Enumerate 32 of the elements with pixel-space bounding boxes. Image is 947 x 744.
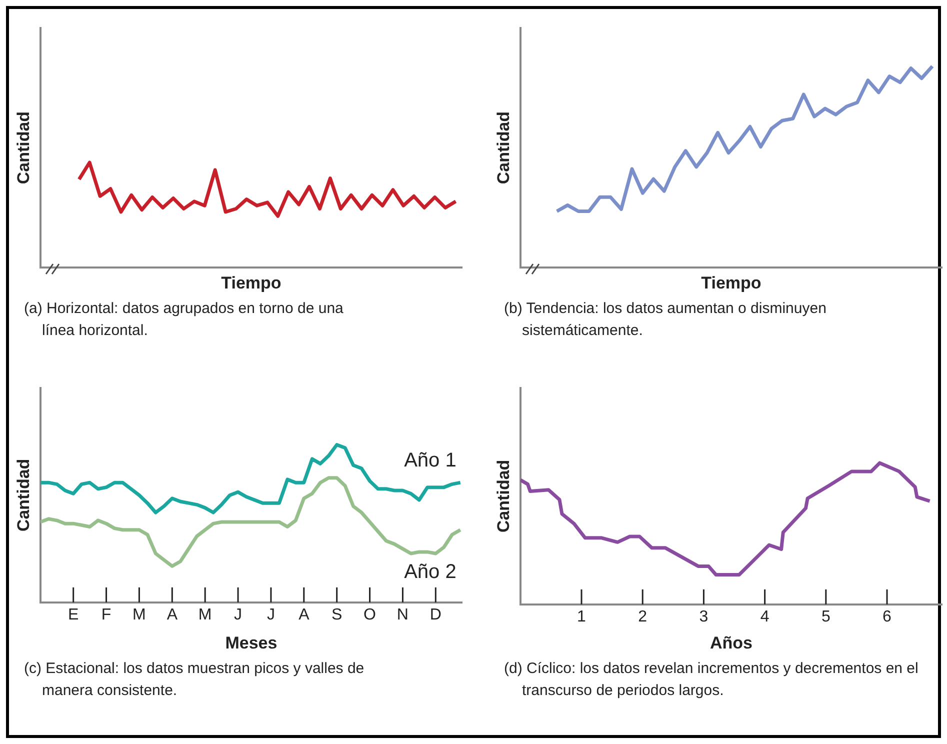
- x-tick-label: 4: [760, 608, 770, 626]
- x-tick-label: 6: [882, 608, 892, 626]
- series-label: Año 1: [404, 450, 456, 472]
- x-tick-label: M: [198, 606, 212, 624]
- text: (b) Tendencia: los datos aumentan o disminuyen sistemáticamente.: [504, 299, 828, 341]
- y-axis-title: Cantidad: [14, 111, 33, 184]
- text: (d) Cíclico: los datos revelan incrementos y decrementos en el transcurso de periodos largos.: [504, 659, 920, 701]
- x-tick-label: A: [298, 606, 310, 624]
- series-label: Año 2: [404, 560, 456, 583]
- x-tick-label: O: [364, 606, 376, 624]
- x-axis-title: Años: [710, 633, 752, 652]
- x-tick-label: D: [430, 606, 442, 624]
- x-tick-label: N: [396, 606, 408, 624]
- x-tick-label: 1: [577, 608, 586, 626]
- text: (c) Estacional: los datos muestran picos y valles de manera consistente.: [24, 659, 366, 701]
- x-tick-label: S: [332, 606, 342, 624]
- x-axis-title: Tiempo: [701, 273, 762, 292]
- text: (a) Horizontal: datos agrupados en torno de una línea horizontal.: [24, 299, 344, 341]
- x-tick-label: 3: [699, 608, 708, 626]
- x-tick-label: M: [132, 606, 146, 624]
- x-axis-title: Tiempo: [221, 273, 282, 292]
- x-tick-label: F: [101, 606, 112, 624]
- y-axis-title: Cantidad: [494, 111, 513, 184]
- x-tick-label: 2: [638, 608, 648, 626]
- y-axis-title: Cantidad: [494, 460, 513, 533]
- y-axis-title: Cantidad: [14, 458, 33, 532]
- x-axis-title: Meses: [225, 633, 278, 652]
- x-tick-label: E: [68, 606, 79, 624]
- x-tick-label: J: [266, 606, 275, 624]
- x-tick-label: A: [166, 606, 178, 624]
- x-tick-label: 5: [821, 608, 830, 626]
- x-tick-label: J: [234, 606, 242, 624]
